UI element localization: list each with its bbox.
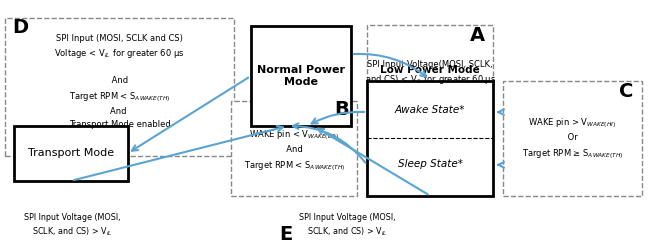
Text: Normal Power
Mode: Normal Power Mode [257, 65, 344, 87]
Text: Transport Mode: Transport Mode [28, 148, 114, 159]
FancyBboxPatch shape [503, 81, 642, 196]
Text: WAKE pin < V$_{WAKE(LO)}$
  And  
Target RPM < S$_{AWAKE(TH)}$: WAKE pin < V$_{WAKE(LO)}$ And Target RPM… [244, 128, 345, 173]
FancyBboxPatch shape [231, 101, 358, 196]
Text: Low Power Mode: Low Power Mode [380, 65, 480, 75]
Text: B: B [334, 100, 348, 119]
Text: C: C [619, 82, 633, 101]
FancyBboxPatch shape [14, 126, 127, 181]
Text: Awake State*: Awake State* [395, 105, 465, 115]
FancyBboxPatch shape [5, 18, 235, 156]
Text: SPI Input Voltage(MOSI, SCLK,
and CS) < V$_{IL}$ for greater 60 μs: SPI Input Voltage(MOSI, SCLK, and CS) < … [365, 60, 496, 86]
Text: WAKE pin > V$_{WAKE(HI)}$
 Or 
Target RPM ≥ S$_{AWAKE(TH)}$: WAKE pin > V$_{WAKE(HI)}$ Or Target RPM … [522, 116, 623, 161]
Text: SPI Input Voltage (MOSI,
SCLK, and CS) > V$_{IL}$: SPI Input Voltage (MOSI, SCLK, and CS) >… [24, 213, 121, 238]
Text: A: A [469, 25, 485, 45]
FancyBboxPatch shape [250, 26, 351, 126]
Text: E: E [280, 225, 292, 244]
Text: D: D [13, 18, 29, 37]
FancyBboxPatch shape [367, 25, 493, 112]
Text: SPI Input Voltage (MOSI,
SCLK, and CS) > V$_{IL}$: SPI Input Voltage (MOSI, SCLK, and CS) >… [300, 213, 396, 238]
FancyBboxPatch shape [367, 81, 493, 196]
Text: Sleep State*: Sleep State* [398, 159, 463, 169]
Text: SPI Input (MOSI, SCLK and CS)
Voltage < V$_{IL}$ for greater 60 μs

 And 
Target: SPI Input (MOSI, SCLK and CS) Voltage < … [55, 34, 185, 129]
